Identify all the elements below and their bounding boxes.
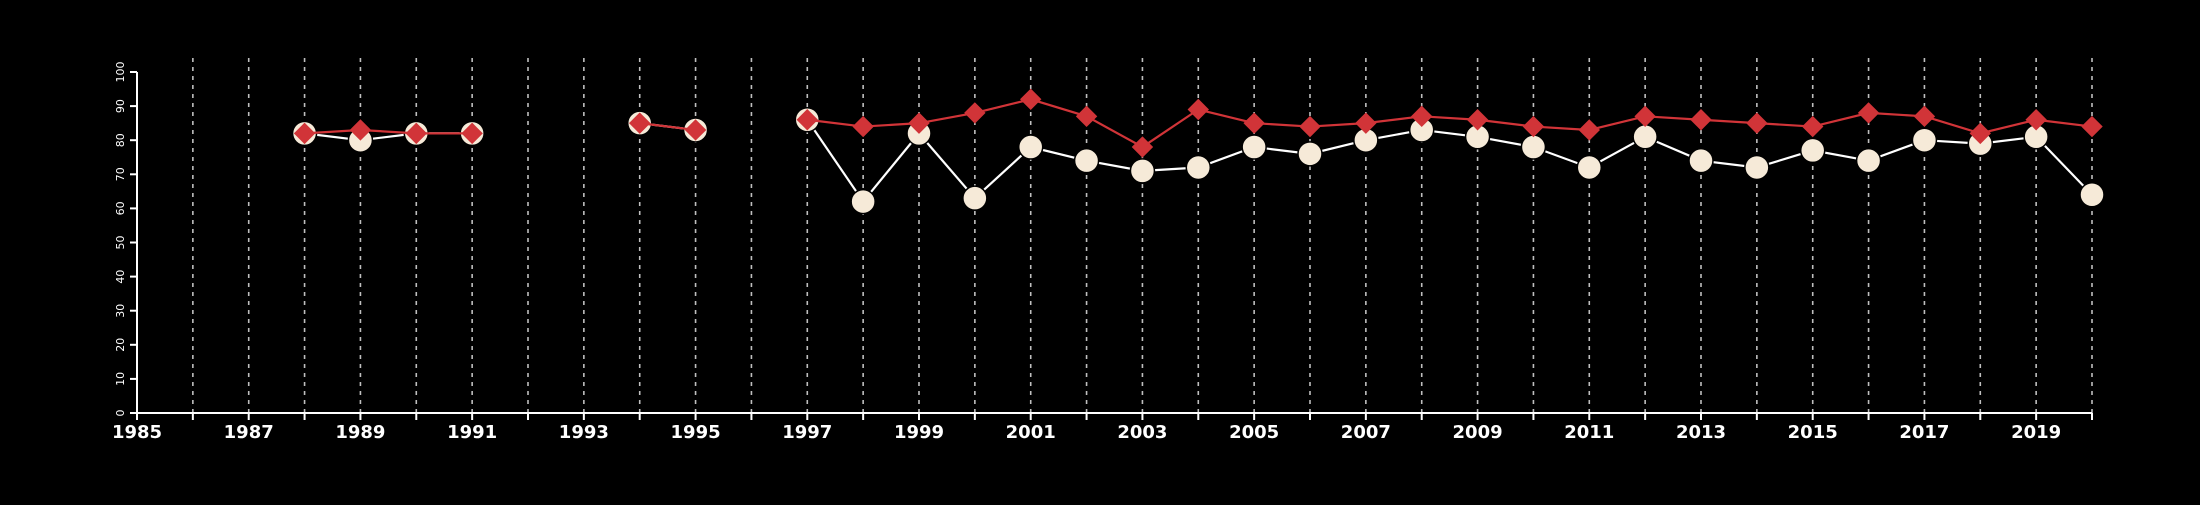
x-tick-label: 2009 — [1453, 422, 1503, 443]
point-diamond-1988 — [293, 122, 316, 145]
x-tick-label: 1987 — [224, 422, 274, 443]
y-tick-label: 0 — [114, 410, 127, 417]
point-diamond-2008 — [1411, 105, 1433, 128]
x-tick-label: 1999 — [894, 422, 944, 443]
point-diamond-2011 — [1578, 119, 1600, 141]
y-tick-label: 20 — [114, 338, 127, 352]
point-diamond-2005 — [1243, 112, 1265, 134]
point-circle-2001 — [1017, 134, 1044, 160]
y-tick-label: 80 — [114, 133, 127, 147]
point-diamond-2012 — [1634, 105, 1656, 128]
point-circle-2003 — [1129, 158, 1156, 184]
point-circle-2012 — [1632, 124, 1658, 150]
point-circle-2013 — [1688, 147, 1714, 174]
point-diamond-2013 — [1690, 109, 1712, 131]
point-diamond-2001 — [1020, 88, 1042, 110]
point-circle-2020 — [2079, 182, 2105, 208]
axes: 1985 1987 1989 1991 1993 1995 1997 1999 2001 2003… — [112, 62, 2093, 443]
point-diamond-1989 — [349, 119, 372, 141]
series-1-line-3 — [806, 119, 2093, 204]
y-tick-label: 70 — [114, 167, 127, 181]
y-tick-label: 10 — [114, 372, 127, 386]
series-2 — [293, 88, 2103, 158]
point-diamond-2009 — [1466, 109, 1489, 131]
point-diamond-2010 — [1522, 115, 1545, 138]
point-diamond-2002 — [1075, 105, 1098, 128]
point-diamond-1995 — [684, 119, 707, 141]
y-tick-label: 100 — [114, 62, 127, 83]
x-tick-label: 1997 — [782, 422, 832, 443]
x-tick-label: 1991 — [447, 422, 497, 443]
point-diamond-2000 — [964, 102, 986, 124]
series — [291, 88, 2105, 215]
point-circle-2011 — [1576, 154, 1603, 181]
point-circle-2002 — [1073, 147, 1100, 174]
point-diamond-2019 — [2025, 109, 2047, 131]
y-tick-label: 90 — [114, 99, 127, 113]
point-circle-1998 — [850, 188, 876, 215]
y-tick-label: 50 — [114, 236, 127, 250]
point-diamond-2016 — [1857, 102, 1880, 124]
point-diamond-2003 — [1131, 136, 1154, 158]
gridlines — [192, 58, 2093, 413]
x-tick-label: 1989 — [335, 422, 385, 443]
point-circle-2016 — [1855, 147, 1882, 174]
point-diamond-2017 — [1913, 105, 1936, 128]
x-tick-label: 1995 — [671, 422, 721, 443]
y-tick-label: 30 — [114, 304, 127, 318]
series-1 — [291, 106, 2105, 215]
x-tick-label: 2013 — [1676, 422, 1726, 443]
point-circle-2014 — [1744, 154, 1770, 181]
point-diamond-2014 — [1746, 112, 1768, 134]
point-diamond-1994 — [629, 112, 651, 134]
point-diamond-2015 — [1802, 115, 1824, 138]
point-diamond-1991 — [461, 122, 483, 145]
point-circle-2017 — [1911, 127, 1938, 153]
x-tick-label: 2015 — [1788, 422, 1838, 443]
point-circle-2010 — [1520, 134, 1547, 160]
point-diamond-2020 — [2081, 115, 2103, 138]
x-tick-label: 2017 — [1899, 422, 1949, 443]
x-tick-label: 1985 — [112, 422, 162, 443]
point-circle-2006 — [1297, 141, 1323, 167]
point-diamond-1999 — [908, 112, 930, 134]
point-circle-2015 — [1799, 137, 1826, 164]
x-tick-label: 2003 — [1117, 422, 1167, 443]
point-diamond-2007 — [1355, 112, 1377, 134]
series-2-line-1 — [304, 128, 473, 135]
point-circle-2000 — [962, 185, 988, 211]
x-tick-label: 2007 — [1341, 422, 1391, 443]
point-circle-2005 — [1241, 134, 1267, 160]
series-2-line-3 — [807, 98, 2093, 149]
point-circle-2004 — [1185, 154, 1212, 181]
x-tick-label: 2011 — [1564, 422, 1614, 443]
point-diamond-1990 — [405, 122, 427, 145]
y-tick-label: 40 — [114, 270, 127, 284]
point-diamond-2006 — [1299, 115, 1321, 138]
x-tick-label: 2019 — [2011, 422, 2061, 443]
point-diamond-1997 — [796, 109, 818, 131]
x-tick-label: 1993 — [559, 422, 609, 443]
x-tick-label: 2005 — [1229, 422, 1279, 443]
x-tick-label: 2001 — [1006, 422, 1056, 443]
y-tick-label: 60 — [114, 201, 127, 215]
point-diamond-1998 — [852, 115, 874, 138]
point-diamond-2018 — [1969, 122, 1991, 145]
point-diamond-2004 — [1187, 98, 1209, 121]
